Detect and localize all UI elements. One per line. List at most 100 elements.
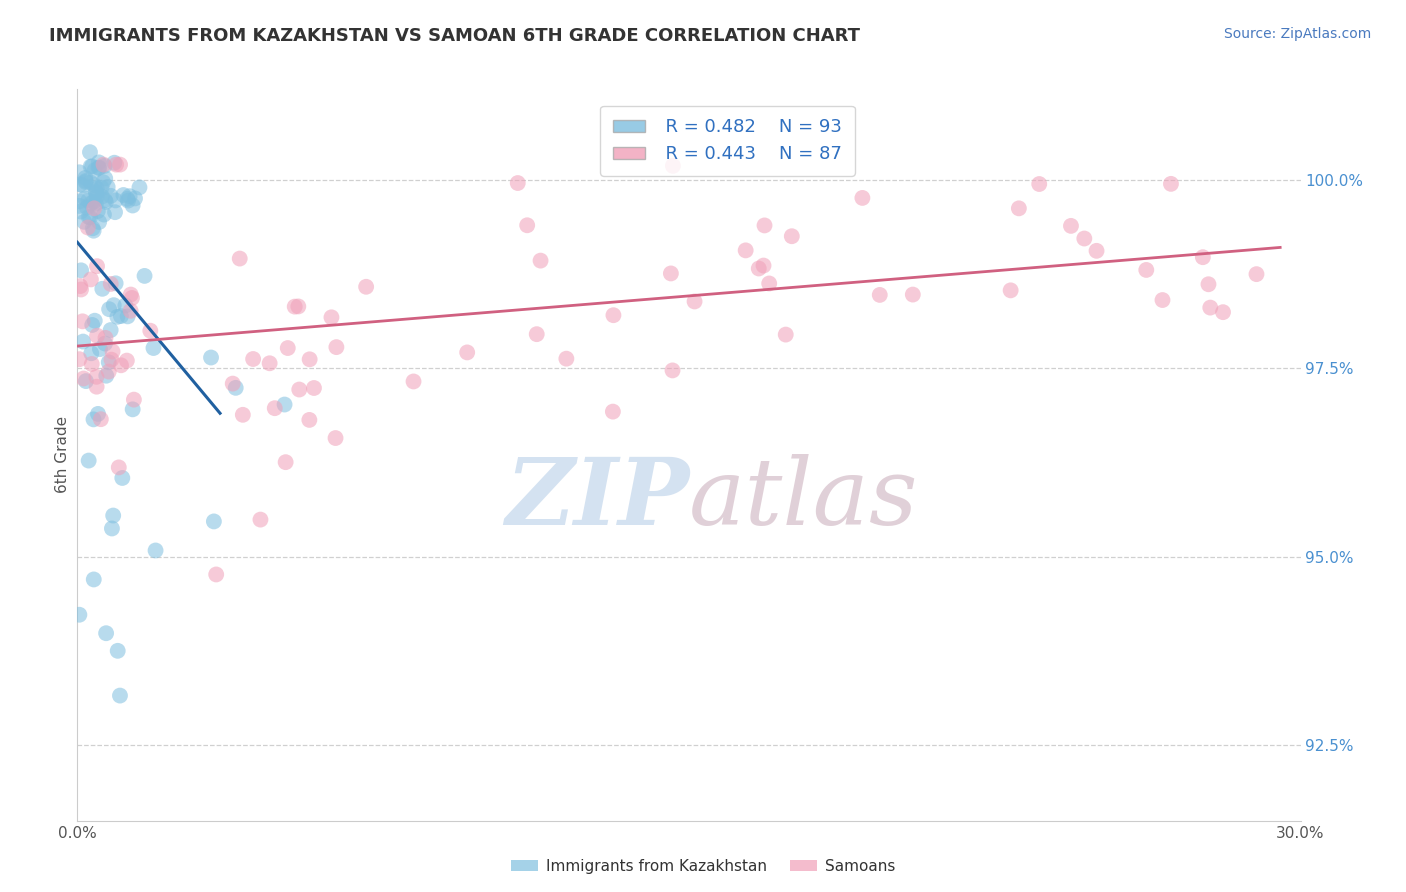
Point [73, 215, 96, 229]
Point [506, 176, 529, 190]
Point [94, 194, 117, 209]
Point [77, 194, 100, 208]
Point [101, 521, 124, 535]
Point [105, 310, 128, 324]
Text: atlas: atlas [689, 454, 918, 544]
Point [259, 356, 281, 370]
Point [83, 224, 105, 238]
Point [67, 352, 90, 367]
Point [273, 398, 295, 412]
Point [67, 165, 90, 179]
Text: ZIP: ZIP [505, 454, 689, 544]
Point [104, 194, 127, 208]
Point [110, 309, 132, 323]
Point [100, 189, 122, 203]
Point [602, 308, 624, 322]
Point [103, 508, 125, 523]
Point [277, 341, 299, 355]
Point [90, 180, 112, 194]
Point [83, 163, 105, 178]
Point [83, 202, 105, 216]
Point [70, 263, 93, 277]
Point [75, 174, 97, 188]
Point [529, 253, 551, 268]
Point [86, 369, 108, 384]
Y-axis label: 6th Grade: 6th Grade [55, 417, 70, 493]
Point [91, 189, 114, 203]
Point [72, 334, 94, 349]
Point [1028, 177, 1050, 191]
Point [87, 155, 110, 169]
Point [752, 259, 775, 273]
Point [232, 408, 254, 422]
Point [104, 205, 127, 219]
Point [82, 318, 104, 332]
Point [84, 196, 107, 211]
Point [86, 259, 108, 273]
Text: Source: ZipAtlas.com: Source: ZipAtlas.com [1223, 27, 1371, 41]
Point [107, 644, 129, 658]
Point [87, 204, 110, 219]
Point [83, 573, 105, 587]
Point [94, 171, 117, 186]
Point [274, 455, 297, 469]
Point [97, 180, 120, 194]
Point [1152, 293, 1174, 307]
Point [298, 352, 321, 367]
Point [249, 513, 271, 527]
Point [661, 363, 683, 377]
Text: IMMIGRANTS FROM KAZAKHSTAN VS SAMOAN 6TH GRADE CORRELATION CHART: IMMIGRANTS FROM KAZAKHSTAN VS SAMOAN 6TH… [49, 27, 860, 45]
Point [1192, 250, 1215, 264]
Point [1246, 267, 1268, 281]
Point [83, 412, 105, 426]
Point [202, 515, 225, 529]
Point [851, 191, 873, 205]
Point [100, 323, 122, 337]
Point [80, 272, 103, 286]
Point [111, 471, 134, 485]
Point [86, 328, 108, 343]
Point [110, 359, 132, 373]
Point [139, 324, 162, 338]
Point [134, 268, 156, 283]
Point [89, 342, 111, 356]
Point [70, 204, 93, 219]
Point [121, 291, 143, 305]
Point [70, 283, 93, 297]
Point [79, 211, 101, 225]
Point [288, 383, 311, 397]
Point [104, 277, 127, 291]
Point [734, 244, 756, 258]
Point [86, 380, 108, 394]
Point [229, 252, 252, 266]
Point [120, 303, 142, 318]
Point [117, 194, 139, 208]
Point [120, 287, 142, 301]
Point [1060, 219, 1083, 233]
Point [83, 178, 105, 193]
Point [69, 178, 91, 192]
Point [121, 402, 143, 417]
Point [82, 221, 104, 235]
Point [107, 460, 129, 475]
Point [100, 352, 122, 367]
Point [98, 302, 121, 317]
Point [354, 279, 377, 293]
Point [1160, 177, 1182, 191]
Point [145, 543, 167, 558]
Point [901, 287, 924, 301]
Legend:   R = 0.482    N = 93,   R = 0.443    N = 87: R = 0.482 N = 93, R = 0.443 N = 87 [600, 105, 855, 176]
Point [91, 282, 114, 296]
Point [115, 353, 138, 368]
Point [67, 194, 90, 209]
Point [526, 327, 548, 342]
Point [122, 392, 145, 407]
Point [69, 279, 91, 293]
Point [325, 431, 347, 445]
Point [1199, 301, 1222, 315]
Point [1212, 305, 1234, 319]
Point [103, 155, 125, 169]
Point [117, 192, 139, 206]
Point [869, 288, 891, 302]
Point [1073, 231, 1095, 245]
